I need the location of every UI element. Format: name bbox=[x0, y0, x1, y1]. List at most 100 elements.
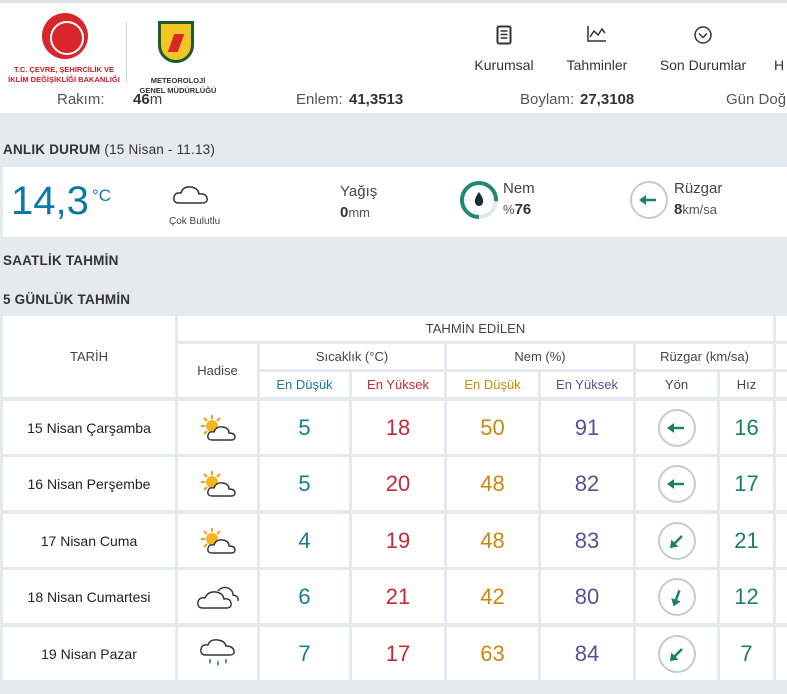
current-temp-unit: °C bbox=[92, 186, 112, 205]
cloudy-icon bbox=[171, 183, 211, 207]
altitude-unit: m bbox=[149, 91, 163, 108]
row-date: 18 Nisan Cumartesi bbox=[3, 570, 175, 623]
hourly-forecast-title[interactable]: SAATLİK TAHMİN bbox=[3, 253, 119, 268]
col-header-wind-dir: Yön bbox=[636, 372, 717, 397]
nav-tahminler[interactable]: Tahminler bbox=[561, 25, 633, 73]
row-wind-speed: 21 bbox=[720, 514, 773, 567]
row-humidity-low: 48 bbox=[447, 457, 538, 510]
row-humidity-low: 63 bbox=[447, 627, 538, 680]
chevron-circle-icon bbox=[655, 25, 751, 51]
col-header-wind-speed: Hız bbox=[720, 372, 773, 397]
wind-arrow-icon bbox=[657, 634, 696, 673]
row-humidity-high: 83 bbox=[541, 514, 633, 567]
table-cell-overflow bbox=[776, 457, 787, 510]
row-temp-low: 7 bbox=[260, 627, 349, 680]
wind-direction-icon bbox=[636, 570, 717, 623]
chart-icon bbox=[561, 25, 633, 51]
row-wind-speed: 16 bbox=[720, 401, 773, 454]
row-humidity-high: 84 bbox=[541, 627, 633, 680]
humidity-gauge-icon bbox=[460, 181, 498, 219]
document-icon bbox=[472, 25, 536, 51]
col-header-temp: Sıcaklık (°C) bbox=[260, 344, 444, 369]
row-temp-high: 20 bbox=[352, 457, 444, 510]
precip-unit: mm bbox=[348, 205, 371, 220]
nav-more[interactable]: H bbox=[774, 25, 787, 73]
current-title: ANLIK DURUM (15 Nisan - 11.13) bbox=[3, 142, 215, 157]
row-humidity-low: 42 bbox=[447, 570, 538, 623]
precip-value: 0 bbox=[340, 204, 349, 221]
ministry-logo[interactable]: T.C. ÇEVRE, ŞEHİRCİLİK VE İKLİM DEĞİŞİKL… bbox=[8, 13, 120, 91]
nav-kurumsal[interactable]: Kurumsal bbox=[472, 25, 536, 73]
humidity-value: 76 bbox=[514, 201, 532, 218]
col-header-event: Hadise bbox=[178, 344, 257, 397]
row-date: 15 Nisan Çarşamba bbox=[3, 401, 175, 454]
location-info-bar: Rakım: 46m Enlem: 41,3513 Boylam: 27,310… bbox=[0, 91, 787, 113]
longitude-label: Boylam: bbox=[520, 91, 575, 108]
row-temp-low: 6 bbox=[260, 570, 349, 623]
row-wind-speed: 7 bbox=[720, 627, 773, 680]
row-temp-high: 17 bbox=[352, 627, 444, 680]
wind-arrow-icon bbox=[657, 464, 696, 503]
humidity-prefix: % bbox=[503, 202, 515, 217]
current-condition: Çok Bulutlu bbox=[169, 216, 221, 227]
rain-icon bbox=[178, 627, 257, 680]
altitude-label: Rakım: bbox=[57, 91, 105, 108]
wind-direction-icon bbox=[630, 181, 668, 219]
table-cell-overflow bbox=[776, 570, 787, 623]
row-humidity-high: 80 bbox=[541, 570, 633, 623]
col-header-hum-high: En Yüksek bbox=[541, 372, 633, 397]
col-header-temp-high: En Yüksek bbox=[352, 372, 444, 397]
row-date: 17 Nisan Cuma bbox=[3, 514, 175, 567]
row-date: 16 Nisan Perşembe bbox=[3, 457, 175, 510]
nav-more-label: H bbox=[774, 57, 785, 73]
nav-son-durumlar[interactable]: Son Durumlar bbox=[655, 25, 751, 73]
row-temp-low: 5 bbox=[260, 457, 349, 510]
row-temp-high: 21 bbox=[352, 570, 444, 623]
humidity-group: %76 bbox=[503, 201, 531, 218]
precip-group: 0mm bbox=[340, 204, 370, 221]
current-title-text: ANLIK DURUM bbox=[3, 142, 101, 157]
table-cell-overflow bbox=[776, 401, 787, 454]
col-header-hum-low: En Düşük bbox=[447, 372, 538, 397]
wind-value: 8 bbox=[674, 201, 683, 218]
partly-sunny-icon bbox=[178, 401, 257, 454]
current-timestamp: (15 Nisan - 11.13) bbox=[104, 142, 216, 157]
wind-direction-icon bbox=[636, 401, 717, 454]
col-header-temp-low: En Düşük bbox=[260, 372, 349, 397]
latitude-label: Enlem: bbox=[296, 91, 343, 108]
wind-direction-icon bbox=[636, 514, 717, 567]
header-divider bbox=[126, 21, 127, 83]
altitude-value: 46 bbox=[133, 91, 150, 108]
row-temp-high: 19 bbox=[352, 514, 444, 567]
mgm-shield-icon bbox=[158, 21, 194, 63]
col-header-date: TARİH bbox=[3, 316, 175, 397]
nav-son-durumlar-label: Son Durumlar bbox=[659, 57, 747, 73]
mgm-logo[interactable]: METEOROLOJİ GENEL MÜDÜRLÜĞÜ bbox=[138, 21, 218, 95]
latitude-value: 41,3513 bbox=[349, 91, 404, 108]
row-temp-low: 4 bbox=[260, 514, 349, 567]
ministry-seal-icon bbox=[42, 13, 88, 59]
altitude-value-group: 46m bbox=[133, 91, 162, 108]
row-humidity-low: 50 bbox=[447, 401, 538, 454]
wind-arrow-icon bbox=[657, 577, 696, 616]
longitude-value: 27,3108 bbox=[580, 91, 635, 108]
col-header-humidity: Nem (%) bbox=[447, 344, 633, 369]
wind-group: 8km/sa bbox=[674, 201, 717, 218]
col-header-wind: Rüzgar (km/sa) bbox=[636, 344, 773, 369]
mgm-logo-text: METEOROLOJİ GENEL MÜDÜRLÜĞÜ bbox=[139, 76, 217, 95]
wind-arrow-icon bbox=[657, 408, 696, 447]
wind-direction-icon bbox=[636, 457, 717, 510]
nav-kurumsal-label: Kurumsal bbox=[474, 57, 534, 73]
table-cell-overflow bbox=[776, 627, 787, 680]
humidity-label: Nem bbox=[503, 180, 535, 197]
row-wind-speed: 12 bbox=[720, 570, 773, 623]
wind-direction-icon bbox=[636, 627, 717, 680]
daily-forecast-table: TARİH TAHMİN EDİLEN Hadise Sıcaklık (°C)… bbox=[3, 316, 787, 682]
wind-arrow-icon bbox=[657, 521, 696, 560]
precip-label: Yağış bbox=[340, 183, 378, 200]
current-temperature: 14,3 bbox=[11, 179, 89, 223]
row-humidity-high: 82 bbox=[541, 457, 633, 510]
partly-sunny-icon bbox=[178, 457, 257, 510]
partly-sunny-icon bbox=[178, 514, 257, 567]
row-wind-speed: 17 bbox=[720, 457, 773, 510]
